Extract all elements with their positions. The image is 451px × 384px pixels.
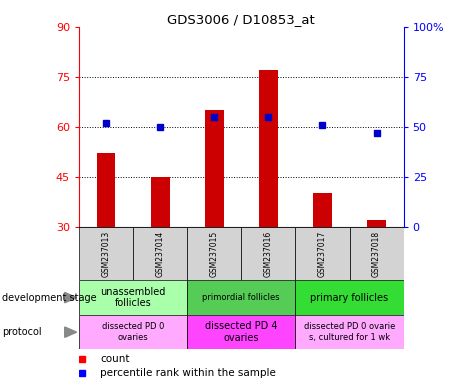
Bar — [187, 315, 295, 349]
Title: GDS3006 / D10853_at: GDS3006 / D10853_at — [167, 13, 315, 26]
Bar — [151, 177, 170, 227]
Bar — [97, 153, 115, 227]
Polygon shape — [65, 293, 77, 303]
Bar — [295, 315, 404, 349]
Text: count: count — [100, 354, 129, 364]
Text: dissected PD 0 ovarie
s, cultured for 1 wk: dissected PD 0 ovarie s, cultured for 1 … — [304, 323, 395, 342]
Bar — [313, 193, 332, 227]
Text: primordial follicles: primordial follicles — [202, 293, 280, 302]
Text: percentile rank within the sample: percentile rank within the sample — [100, 368, 276, 378]
Text: dissected PD 4
ovaries: dissected PD 4 ovaries — [205, 321, 277, 343]
Text: protocol: protocol — [2, 327, 42, 337]
Bar — [350, 227, 404, 280]
Bar — [295, 280, 404, 315]
Text: unassembled
follicles: unassembled follicles — [101, 287, 166, 308]
Text: GSM237016: GSM237016 — [264, 230, 273, 276]
Text: primary follicles: primary follicles — [310, 293, 389, 303]
Text: GSM237013: GSM237013 — [101, 230, 110, 276]
Text: GSM237015: GSM237015 — [210, 230, 219, 276]
Text: GSM237018: GSM237018 — [372, 230, 381, 276]
Bar — [79, 227, 133, 280]
Bar — [295, 227, 350, 280]
Text: GSM237014: GSM237014 — [156, 230, 165, 276]
Text: dissected PD 0
ovaries: dissected PD 0 ovaries — [102, 323, 164, 342]
Text: development stage: development stage — [2, 293, 97, 303]
Bar — [367, 220, 386, 227]
Bar — [241, 227, 295, 280]
Bar — [133, 227, 187, 280]
Bar — [205, 110, 224, 227]
Polygon shape — [65, 327, 77, 338]
Bar — [187, 227, 241, 280]
Text: GSM237017: GSM237017 — [318, 230, 327, 276]
Bar — [259, 70, 278, 227]
Bar — [79, 280, 187, 315]
Bar — [187, 280, 295, 315]
Bar — [79, 315, 187, 349]
